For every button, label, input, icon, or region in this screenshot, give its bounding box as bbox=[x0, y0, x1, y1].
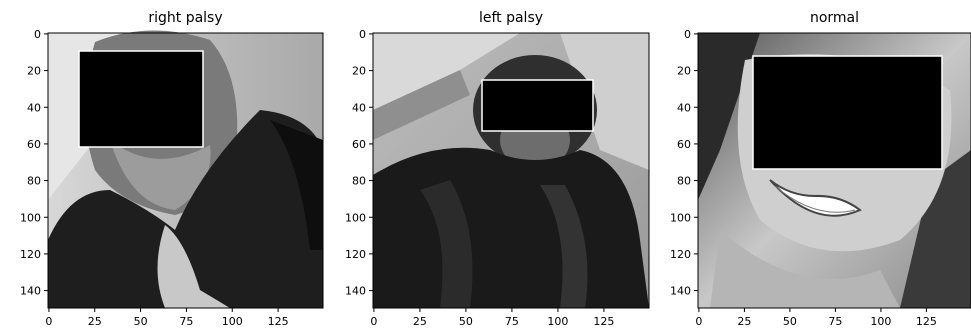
panel-title-left-palsy: left palsy bbox=[478, 10, 544, 26]
y-tick-label: 120 bbox=[345, 248, 366, 261]
x-tick-label: 0 bbox=[370, 315, 377, 328]
y-tick-label: 60 bbox=[27, 138, 41, 151]
x-tick-label: 125 bbox=[916, 315, 937, 328]
x-tick-label: 75 bbox=[828, 315, 842, 328]
x-tick-label: 25 bbox=[88, 315, 102, 328]
x-tick-label: 75 bbox=[505, 315, 519, 328]
x-tick-label: 100 bbox=[547, 315, 568, 328]
axes-frame bbox=[372, 32, 650, 309]
x-tick-label: 0 bbox=[45, 315, 52, 328]
y-tick-label: 0 bbox=[34, 28, 41, 41]
x-tick-label: 25 bbox=[737, 315, 751, 328]
x-tick-label: 25 bbox=[413, 315, 427, 328]
y-tick-label: 40 bbox=[27, 101, 41, 114]
photo-right-palsy bbox=[48, 30, 323, 308]
y-tick-label: 20 bbox=[677, 65, 691, 78]
y-tick-label: 140 bbox=[670, 285, 691, 298]
x-tick-label: 75 bbox=[179, 315, 193, 328]
panel-normal bbox=[697, 32, 971, 309]
y-tick-label: 0 bbox=[684, 28, 691, 41]
panel-title-right-palsy: right palsy bbox=[148, 10, 223, 26]
x-tick-label: 0 bbox=[695, 315, 702, 328]
y-tick-label: 20 bbox=[352, 65, 366, 78]
y-tick-label: 100 bbox=[345, 211, 366, 224]
panel-right-palsy bbox=[47, 30, 324, 309]
y-tick-label: 80 bbox=[677, 175, 691, 188]
x-tick-label: 50 bbox=[783, 315, 797, 328]
x-tick-label: 100 bbox=[870, 315, 891, 328]
panel-title-normal: normal bbox=[809, 10, 860, 26]
x-tick-label: 50 bbox=[134, 315, 148, 328]
y-tick-label: 60 bbox=[352, 138, 366, 151]
y-tick-label: 100 bbox=[20, 211, 41, 224]
x-tick-label: 125 bbox=[593, 315, 614, 328]
axes-frame bbox=[697, 32, 971, 309]
y-tick-label: 40 bbox=[352, 101, 366, 114]
x-tick-label: 100 bbox=[222, 315, 243, 328]
y-tick-label: 100 bbox=[670, 211, 691, 224]
axes-frame bbox=[47, 32, 324, 309]
panel-left-palsy bbox=[372, 32, 650, 309]
photo-normal bbox=[698, 33, 971, 308]
y-tick-label: 0 bbox=[359, 28, 366, 41]
photo-left-palsy bbox=[373, 33, 649, 308]
y-tick-label: 80 bbox=[352, 175, 366, 188]
y-tick-label: 140 bbox=[20, 285, 41, 298]
y-tick-label: 140 bbox=[345, 285, 366, 298]
y-tick-label: 20 bbox=[27, 65, 41, 78]
y-tick-label: 120 bbox=[670, 248, 691, 261]
y-tick-label: 80 bbox=[27, 175, 41, 188]
y-tick-label: 120 bbox=[20, 248, 41, 261]
y-tick-label: 60 bbox=[677, 138, 691, 151]
x-tick-label: 125 bbox=[268, 315, 289, 328]
x-tick-label: 50 bbox=[459, 315, 473, 328]
y-tick-label: 40 bbox=[677, 101, 691, 114]
